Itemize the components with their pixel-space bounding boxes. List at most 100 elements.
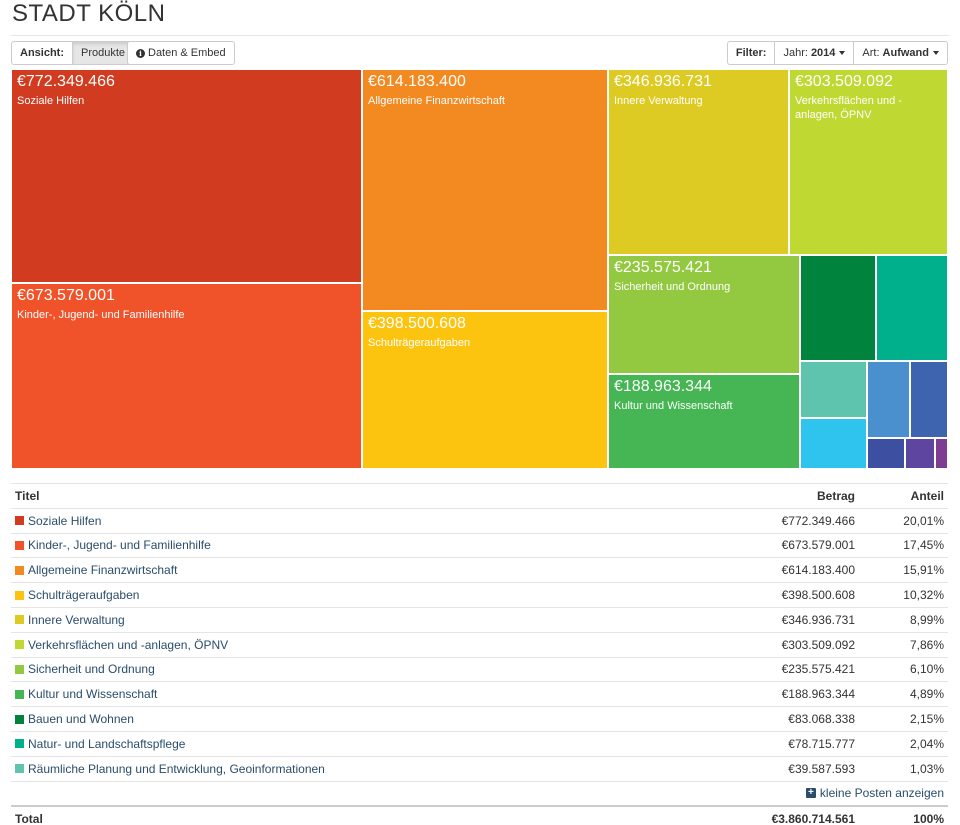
row-betrag: €346.936.731 bbox=[781, 612, 855, 627]
treemap-tile-planung[interactable] bbox=[800, 361, 867, 418]
treemap-tile-small[interactable] bbox=[935, 438, 948, 469]
row-betrag: €188.963.344 bbox=[781, 687, 855, 702]
year-dropdown[interactable]: Jahr: 2014 bbox=[774, 42, 853, 64]
treemap-tile-kinder-jugend[interactable]: €673.579.001 Kinder-, Jugend- und Famili… bbox=[11, 283, 362, 469]
row-anteil: 7,86% bbox=[909, 637, 944, 652]
tile-amount: €398.500.608 bbox=[368, 315, 466, 332]
tile-label: Sicherheit und Ordnung bbox=[614, 281, 731, 293]
row-anteil: 17,45% bbox=[903, 538, 944, 553]
row-title[interactable]: Kinder-, Jugend- und Familienhilfe bbox=[11, 538, 655, 552]
row-title-label: Soziale Hilfen bbox=[28, 513, 102, 528]
data-embed-label: Daten & Embed bbox=[148, 47, 226, 59]
row-title[interactable]: Allgemeine Finanzwirtschaft bbox=[11, 563, 655, 577]
table-row[interactable]: Sicherheit und Ordnung €235.575.421 6,10% bbox=[11, 656, 948, 682]
table-row[interactable]: Bauen und Wohnen €83.068.338 2,15% bbox=[11, 706, 948, 731]
treemap-tile-small[interactable] bbox=[905, 438, 935, 469]
row-anteil: 10,32% bbox=[903, 588, 944, 603]
view-label: Ansicht: bbox=[20, 47, 64, 59]
budget-table: Titel Betrag Anteil Soziale Hilfen €772.3… bbox=[11, 483, 948, 825]
treemap-tile-soziale-hilfen[interactable]: €772.349.466 Soziale Hilfen bbox=[11, 69, 362, 283]
treemap-tile-schultraeger[interactable]: €398.500.608 Schulträgeraufgaben bbox=[362, 311, 608, 469]
treemap-tile-bauen-wohnen[interactable] bbox=[800, 255, 876, 361]
tile-amount: €673.579.001 bbox=[17, 287, 115, 304]
header-title[interactable]: Titel bbox=[15, 488, 40, 503]
row-anteil: 4,89% bbox=[909, 687, 944, 702]
table-row[interactable]: Natur- und Landschaftspflege €78.715.777 2… bbox=[11, 730, 948, 756]
total-anteil: 100% bbox=[913, 811, 944, 825]
show-small-items-label: kleine Posten anzeigen bbox=[819, 786, 944, 801]
table-row[interactable]: Allgemeine Finanzwirtschaft €614.183.400 1… bbox=[11, 557, 948, 582]
row-title[interactable]: Sicherheit und Ordnung bbox=[11, 662, 655, 676]
table-row[interactable]: Schulträgeraufgaben €398.500.608 10,32% bbox=[11, 582, 948, 607]
color-swatch bbox=[15, 714, 24, 724]
data-embed-button[interactable]: i Daten & Embed bbox=[128, 42, 234, 64]
table-row[interactable]: Räumliche Planung und Entwicklung, Geoin… bbox=[11, 755, 948, 781]
color-swatch bbox=[15, 664, 24, 674]
table-row[interactable]: Kinder-, Jugend- und Familienhilfe €673.5… bbox=[11, 532, 948, 558]
tile-label: Verkehrsflächen und -anlagen, ÖPNV bbox=[795, 95, 903, 121]
table-row[interactable]: Soziale Hilfen €772.349.466 20,01% bbox=[11, 507, 948, 533]
row-title[interactable]: Soziale Hilfen bbox=[11, 514, 655, 528]
show-small-items-link[interactable]: + kleine Posten anzeigen bbox=[805, 786, 944, 801]
color-swatch bbox=[15, 689, 24, 699]
row-anteil: 6,10% bbox=[909, 662, 944, 677]
chevron-down-icon bbox=[839, 51, 846, 55]
treemap-tile-small[interactable] bbox=[910, 361, 948, 438]
color-swatch bbox=[15, 590, 24, 600]
treemap-tile-sicherheit[interactable]: €235.575.421 Sicherheit und Ordnung bbox=[608, 255, 800, 374]
row-title[interactable]: Schulträgeraufgaben bbox=[11, 588, 655, 602]
row-anteil: 2,15% bbox=[909, 712, 944, 727]
total-title: Total bbox=[15, 811, 43, 825]
header-betrag[interactable]: Betrag bbox=[816, 488, 855, 503]
treemap-tile-small[interactable] bbox=[867, 438, 905, 469]
total-betrag: €3.860.714.561 bbox=[771, 811, 855, 825]
year-label: Jahr: bbox=[783, 47, 808, 59]
treemap-tile-kultur[interactable]: €188.963.344 Kultur und Wissenschaft bbox=[608, 374, 800, 469]
treemap-tile-small[interactable] bbox=[800, 418, 867, 469]
table-row[interactable]: Innere Verwaltung €346.936.731 8,99% bbox=[11, 606, 948, 632]
row-title[interactable]: Natur- und Landschaftspflege bbox=[11, 737, 655, 751]
data-embed-group: i Daten & Embed bbox=[127, 41, 235, 65]
table-row[interactable]: Kultur und Wissenschaft €188.963.344 4,89% bbox=[11, 681, 948, 706]
type-value: Aufwand bbox=[882, 47, 929, 59]
row-betrag: €78.715.777 bbox=[788, 736, 855, 751]
table-row[interactable]: Verkehrsflächen und -anlagen, ÖPNV €303.5… bbox=[11, 631, 948, 657]
color-swatch bbox=[15, 640, 24, 650]
treemap-tile-natur[interactable] bbox=[876, 255, 948, 361]
row-title-label: Verkehrsflächen und -anlagen, ÖPNV bbox=[28, 637, 229, 652]
row-title[interactable]: Bauen und Wohnen bbox=[11, 712, 655, 726]
treemap-tile-innere-verwaltung[interactable]: €346.936.731 Innere Verwaltung bbox=[608, 69, 789, 255]
row-title[interactable]: Verkehrsflächen und -anlagen, ÖPNV bbox=[11, 638, 655, 652]
row-title[interactable]: Räumliche Planung und Entwicklung, Geoin… bbox=[11, 762, 655, 776]
type-label: Art: bbox=[862, 47, 880, 59]
tile-label: Schulträgeraufgaben bbox=[368, 337, 471, 349]
total-row: Total €3.860.714.561 100% bbox=[11, 805, 948, 825]
row-title[interactable]: Kultur und Wissenschaft bbox=[11, 687, 655, 701]
row-betrag: €772.349.466 bbox=[781, 513, 855, 528]
year-value: 2014 bbox=[810, 47, 836, 59]
header-anteil[interactable]: Anteil bbox=[910, 488, 944, 503]
tile-amount: €346.936.731 bbox=[614, 73, 712, 90]
type-dropdown[interactable]: Art: Aufwand bbox=[853, 42, 947, 64]
row-betrag: €398.500.608 bbox=[781, 588, 855, 603]
row-title-label: Allgemeine Finanzwirtschaft bbox=[28, 563, 178, 578]
row-anteil: 15,91% bbox=[903, 563, 944, 578]
treemap-tile-finanzwirtschaft[interactable]: €614.183.400 Allgemeine Finanzwirtschaft bbox=[362, 69, 608, 311]
row-title-label: Kinder-, Jugend- und Familienhilfe bbox=[28, 538, 211, 553]
row-betrag: €39.587.593 bbox=[788, 761, 855, 776]
row-title-label: Schulträgeraufgaben bbox=[28, 588, 140, 603]
row-title[interactable]: Innere Verwaltung bbox=[11, 613, 655, 627]
tile-amount: €772.349.466 bbox=[17, 73, 115, 90]
row-betrag: €83.068.338 bbox=[788, 712, 855, 727]
toolbar: Ansicht: Produkte i Daten & Embed Filter… bbox=[11, 41, 948, 65]
chevron-down-icon bbox=[933, 51, 939, 55]
treemap-tile-small[interactable] bbox=[867, 361, 910, 438]
color-swatch bbox=[15, 615, 24, 625]
title-divider bbox=[11, 35, 949, 36]
tile-label: Allgemeine Finanzwirtschaft bbox=[368, 95, 505, 107]
row-betrag: €303.509.092 bbox=[781, 637, 855, 652]
view-products-button[interactable]: Produkte bbox=[72, 42, 134, 64]
row-betrag: €673.579.001 bbox=[781, 538, 855, 553]
info-icon: i bbox=[136, 48, 145, 58]
treemap-tile-verkehr[interactable]: €303.509.092 Verkehrsflächen und -anlage… bbox=[789, 69, 948, 255]
